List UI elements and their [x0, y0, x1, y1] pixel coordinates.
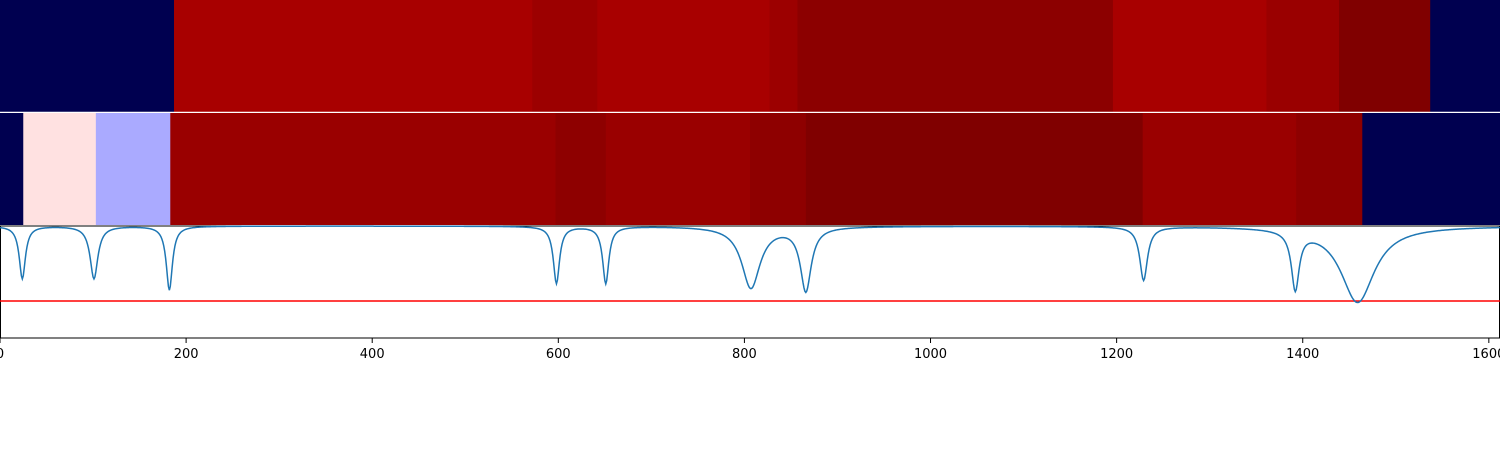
segments-bottom-segment-0	[0, 113, 24, 225]
segments-bottom-segment-2	[95, 113, 171, 225]
x-tick-label-6: 1200	[1100, 347, 1133, 362]
segments-bottom-segment-4	[555, 113, 607, 225]
x-tick-label-0: 0	[0, 347, 4, 362]
segments-top-segment-4	[769, 0, 798, 112]
x-tick-label-7: 1400	[1286, 347, 1319, 362]
segments-bottom-segment-8	[1142, 113, 1297, 225]
segments-bottom-segment-10	[1362, 113, 1500, 225]
line-panel-frame	[0, 225, 1500, 339]
x-tick-label-1: 200	[174, 347, 199, 362]
segments-top-segment-8	[1339, 0, 1431, 112]
x-tick-label-2: 400	[360, 347, 385, 362]
segments-top-segment-6	[1112, 0, 1267, 112]
segments-bottom-segment-9	[1296, 113, 1363, 225]
x-tick-label-3: 600	[546, 347, 571, 362]
segments-bottom-segment-6	[750, 113, 807, 225]
x-tick-label-4: 800	[732, 347, 757, 362]
segments-top-segment-7	[1266, 0, 1340, 112]
x-tick-label-8: 1600	[1472, 347, 1500, 362]
x-axis: 0 200 400 600 800 1000 1200 1400 1600	[0, 338, 1500, 362]
signal-line	[0, 225, 1500, 304]
segments-top-segment-0	[0, 0, 175, 112]
line-panel	[0, 225, 1500, 339]
segments-bottom-segment-5	[605, 113, 751, 225]
segments-bottom-segment-1	[23, 113, 97, 225]
segments-top-segment-3	[597, 0, 771, 112]
segments-bottom-segment-3	[170, 113, 557, 225]
track-bottom	[0, 113, 1500, 225]
segments-bottom-segment-7	[805, 113, 1144, 225]
track-top	[0, 0, 1500, 112]
segments-top-segment-1	[174, 0, 533, 112]
segments-top-segment-2	[532, 0, 598, 112]
segments-top-segment-9	[1430, 0, 1500, 112]
segments-top-segment-5	[797, 0, 1114, 112]
x-tick-label-5: 1000	[914, 347, 947, 362]
